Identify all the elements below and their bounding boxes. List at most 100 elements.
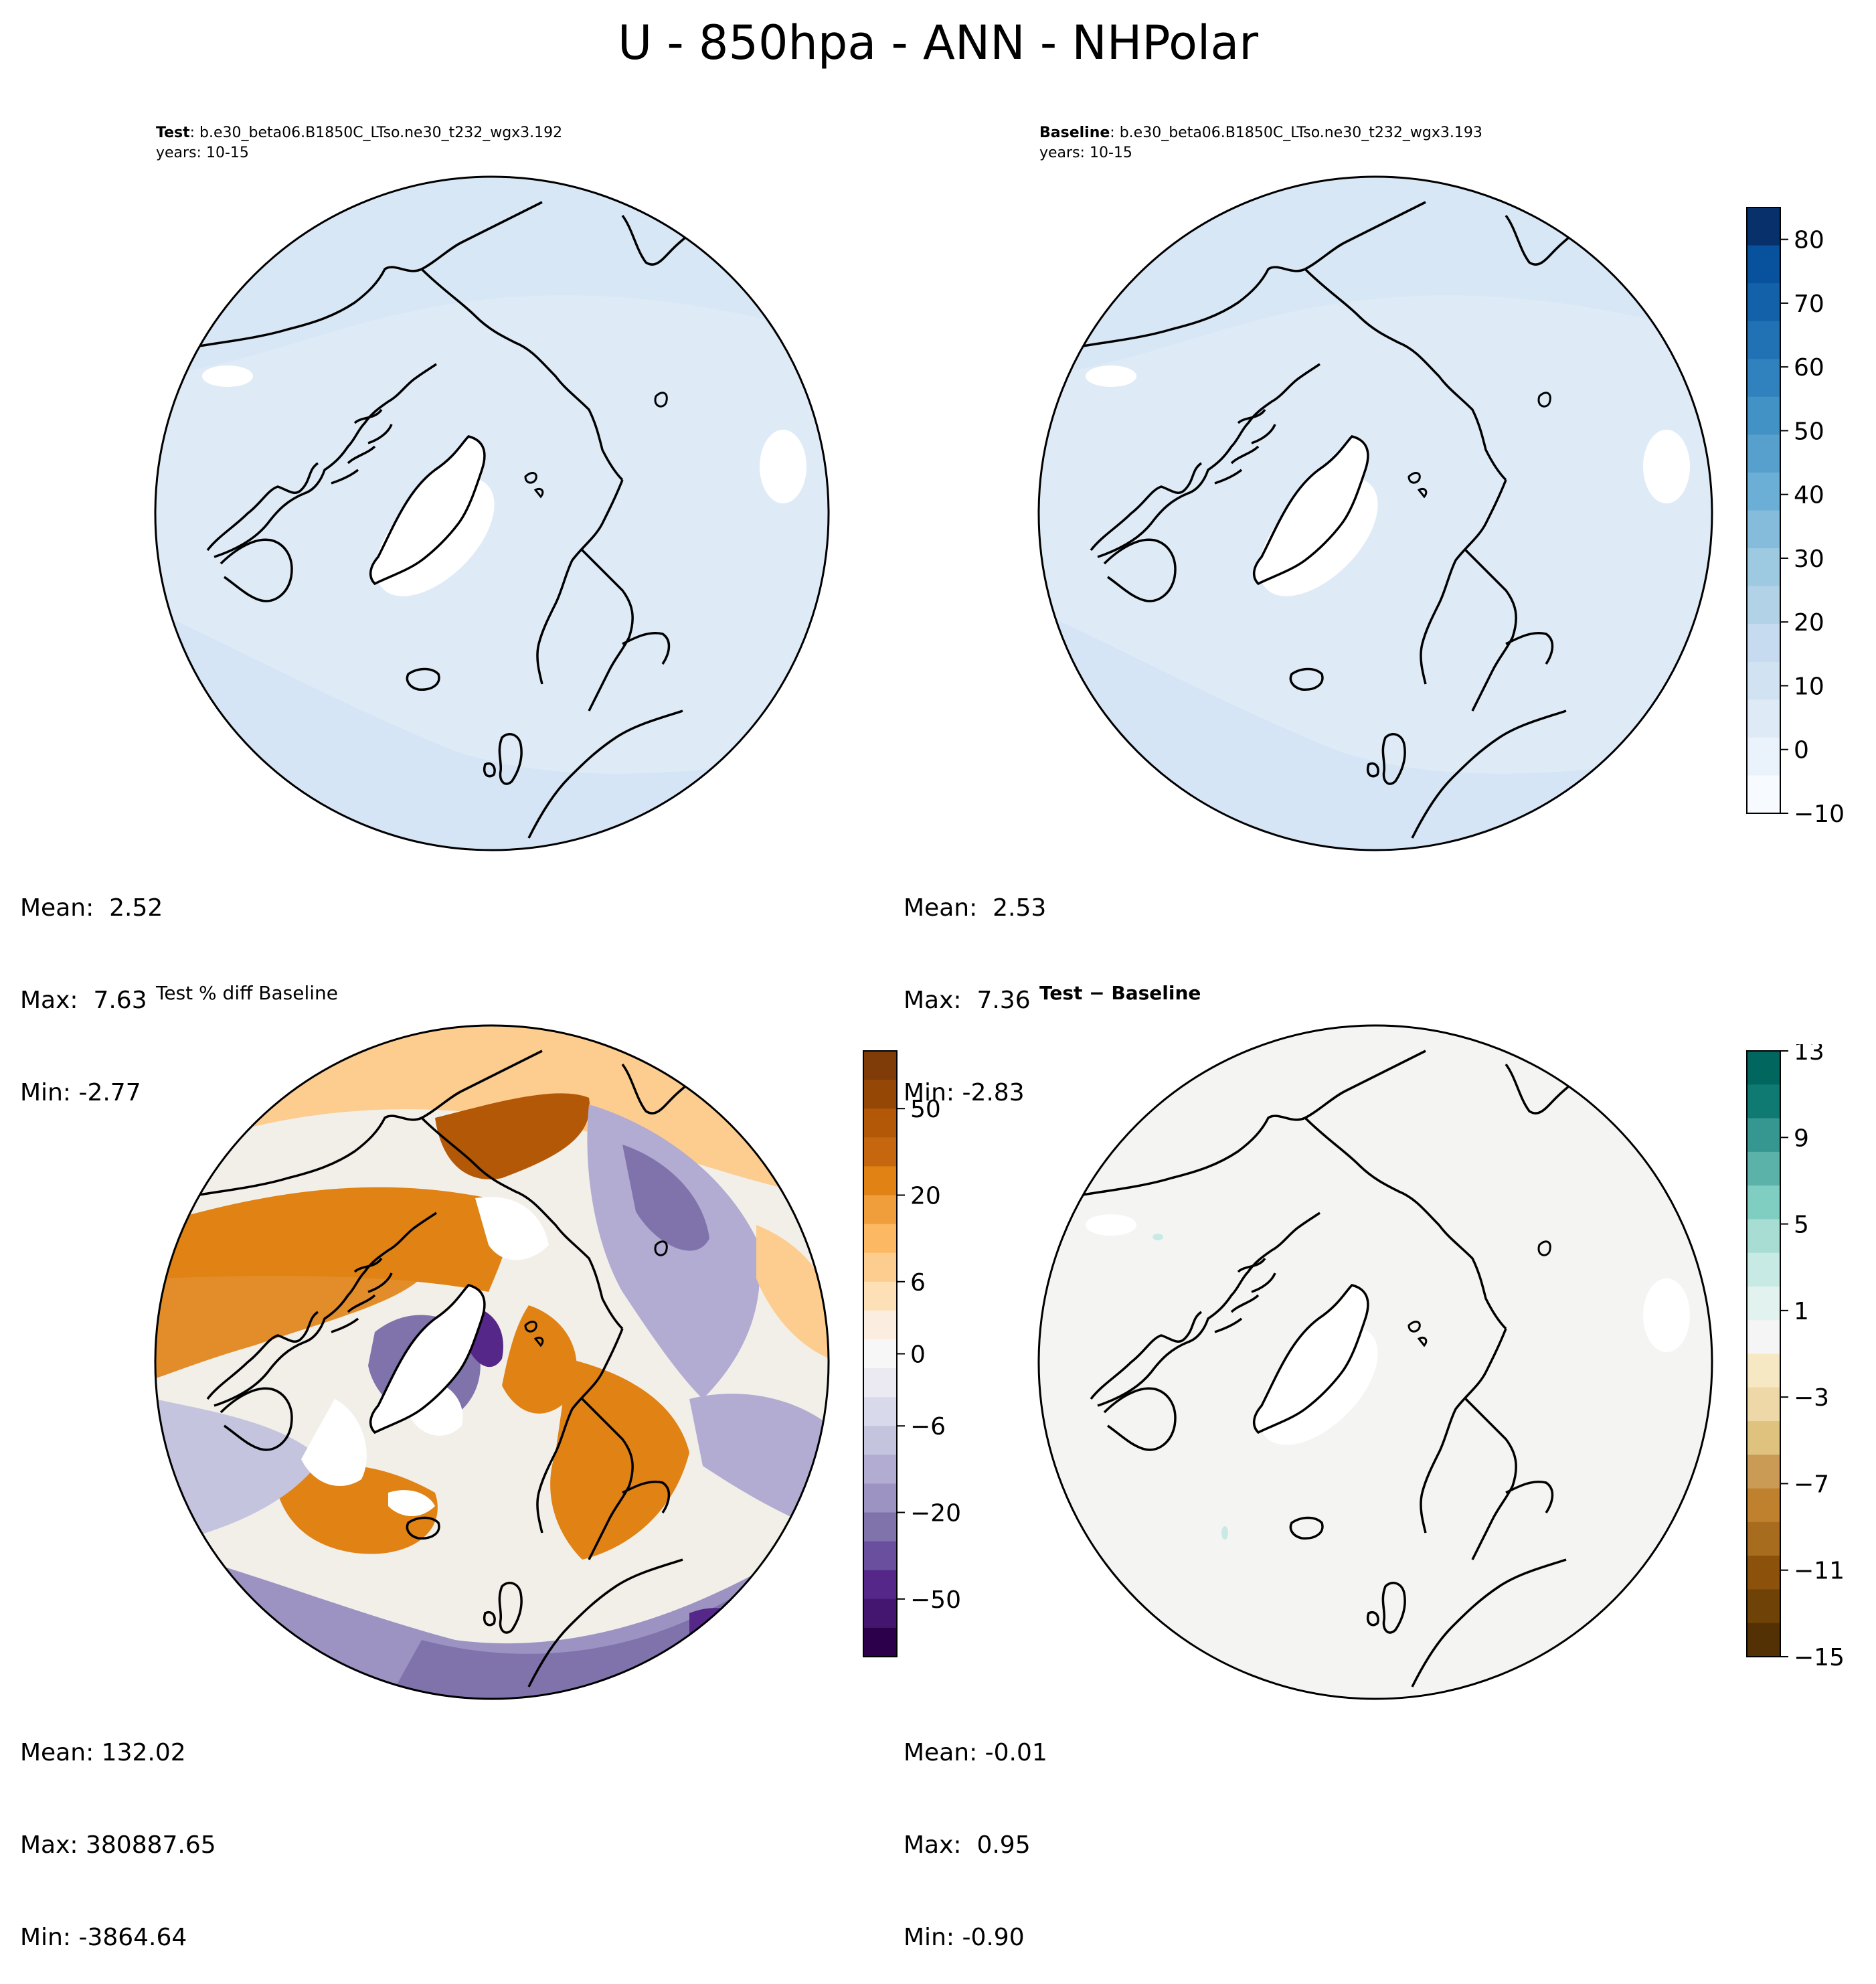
colorbar-segment <box>1747 359 1780 398</box>
colorbar-segment <box>1747 434 1780 473</box>
colorbar-frame <box>1746 1050 1781 1657</box>
colorbar-tick-label: 13 <box>1794 1044 1824 1066</box>
test-years: years: 10-15 <box>156 145 249 161</box>
baseline-stats: Mean: 2.53 Max: 7.36 Min: -2.83 <box>904 831 1046 1139</box>
test-min: Min: -2.77 <box>20 1079 141 1106</box>
baseline-panel-header: Baseline: b.e30_beta06.B1850C_LTso.ne30_… <box>1039 125 1482 142</box>
pct-diff-colorbar: 50 20 6 0 −6 −20 −50 <box>863 1050 961 1657</box>
colorbar-segment <box>1747 1421 1780 1455</box>
colorbar-segment <box>863 1368 897 1398</box>
colorbar-segment <box>1747 208 1780 246</box>
colorbar-tick-label: −3 <box>1794 1384 1829 1412</box>
baseline-mean: Mean: 2.53 <box>904 894 1047 922</box>
colorbar-tick-label: 20 <box>910 1182 941 1210</box>
colorbar-tick-label: 20 <box>1794 609 1824 637</box>
colorbar-segment <box>863 1137 897 1167</box>
diff-max: Max: 0.95 <box>904 1831 1031 1859</box>
baseline-min: Min: -2.83 <box>904 1079 1025 1106</box>
test-stats: Mean: 2.52 Max: 7.63 Min: -2.77 <box>20 831 163 1139</box>
colorbar-segment <box>1747 1320 1780 1355</box>
colorbar-tick-label: −15 <box>1794 1644 1845 1671</box>
baseline-max: Max: 7.36 <box>904 987 1031 1014</box>
colorbar-segment <box>1747 510 1780 549</box>
colorbar-segment <box>863 1252 897 1283</box>
colorbar-segment <box>1747 1219 1780 1254</box>
colorbar-segment <box>863 1483 897 1513</box>
colorbar-segment <box>1747 661 1780 700</box>
colorbar-tick-label: 50 <box>910 1096 941 1123</box>
colorbar-segment <box>1747 396 1780 435</box>
colorbar-segment <box>863 1598 897 1629</box>
main-colorbar: −10 0 10 20 30 40 50 60 70 80 <box>1746 207 1845 828</box>
colorbar-segment <box>1747 1084 1780 1119</box>
colorbar-segment <box>863 1541 897 1571</box>
colorbar-segment <box>863 1224 897 1254</box>
colorbar-segment <box>863 1397 897 1426</box>
colorbar-tick-label: 1 <box>1794 1298 1809 1325</box>
colorbar-segment <box>863 1166 897 1196</box>
colorbar-segment <box>1747 586 1780 625</box>
colorbar-frame <box>1746 207 1781 814</box>
diff-map <box>1037 1024 1713 1700</box>
colorbar-segment <box>863 1570 897 1600</box>
colorbar-tick-label: −7 <box>1794 1471 1829 1498</box>
colorbar-segment <box>1747 321 1780 359</box>
colorbar-segment <box>1747 775 1780 814</box>
test-map <box>154 175 830 851</box>
colorbar-segment <box>1747 548 1780 587</box>
colorbar-segment <box>863 1080 897 1109</box>
colorbar-segment <box>1747 699 1780 738</box>
colorbar-segment <box>863 1310 897 1340</box>
colorbar-segment <box>863 1455 897 1485</box>
colorbar-segment <box>863 1108 897 1138</box>
colorbar-segment <box>863 1195 897 1225</box>
colorbar-tick-label: −50 <box>910 1586 961 1614</box>
colorbar-segment <box>1747 1521 1780 1556</box>
colorbar-segment <box>1747 1387 1780 1422</box>
colorbar-segment <box>1747 1488 1780 1523</box>
colorbar-segment <box>1747 1151 1780 1186</box>
baseline-label: Baseline <box>1039 125 1110 141</box>
colorbar-segment <box>1747 1623 1780 1657</box>
colorbar-segment <box>1747 1556 1780 1590</box>
baseline-map <box>1037 175 1713 851</box>
colorbar-segment <box>1747 1455 1780 1489</box>
colorbar-segment <box>1747 737 1780 776</box>
colorbar-tick-label: 80 <box>1794 227 1824 254</box>
test-mean: Mean: 2.52 <box>20 894 163 922</box>
test-label: Test <box>156 125 190 141</box>
colorbar-segment <box>1747 283 1780 322</box>
diff-colorbar: 13 9 5 1 −3 −7 −11 −15 <box>1746 1044 1845 1671</box>
pct-diff-min: Min: -3864.64 <box>20 1924 187 1951</box>
colorbar-tick-label: −11 <box>1794 1558 1845 1585</box>
colorbar-tick-label: −10 <box>1794 801 1845 828</box>
diff-mean: Mean: -0.01 <box>904 1739 1047 1766</box>
colorbar-segment <box>863 1051 897 1080</box>
baseline-case-name: : b.e30_beta06.B1850C_LTso.ne30_t232_wgx… <box>1110 125 1482 141</box>
diff-stats: Mean: -0.01 Max: 0.95 Min: -0.90 <box>904 1676 1047 1984</box>
colorbar-segment <box>863 1512 897 1542</box>
colorbar-segment <box>863 1627 897 1657</box>
colorbar-tick-label: 70 <box>1794 291 1824 318</box>
colorbar-segment <box>1747 472 1780 511</box>
colorbar-segment <box>1747 1051 1780 1085</box>
diff-title: Test − Baseline <box>1039 982 1201 1004</box>
test-case-name: : b.e30_beta06.B1850C_LTso.ne30_t232_wgx… <box>189 125 563 141</box>
diff-min: Min: -0.90 <box>904 1924 1025 1951</box>
colorbar-segment <box>1747 1353 1780 1388</box>
pct-diff-title: Test % diff Baseline <box>156 982 339 1004</box>
test-max: Max: 7.63 <box>20 987 147 1014</box>
colorbar-tick-label: 10 <box>1794 673 1824 700</box>
colorbar-segment <box>863 1339 897 1369</box>
colorbar-tick-label: 60 <box>1794 354 1824 382</box>
colorbar-tick-label: 0 <box>1794 737 1809 764</box>
colorbar-tick-label: 50 <box>1794 418 1824 445</box>
colorbar-tick-label: 0 <box>910 1341 926 1369</box>
colorbar-tick-label: −20 <box>910 1500 961 1527</box>
baseline-years: years: 10-15 <box>1039 145 1132 161</box>
colorbar-tick-label: 40 <box>1794 482 1824 509</box>
colorbar-segment <box>863 1281 897 1311</box>
colorbar-tick-label: −6 <box>910 1413 946 1440</box>
colorbar-segment <box>1747 624 1780 663</box>
colorbar-segment <box>1747 1589 1780 1624</box>
